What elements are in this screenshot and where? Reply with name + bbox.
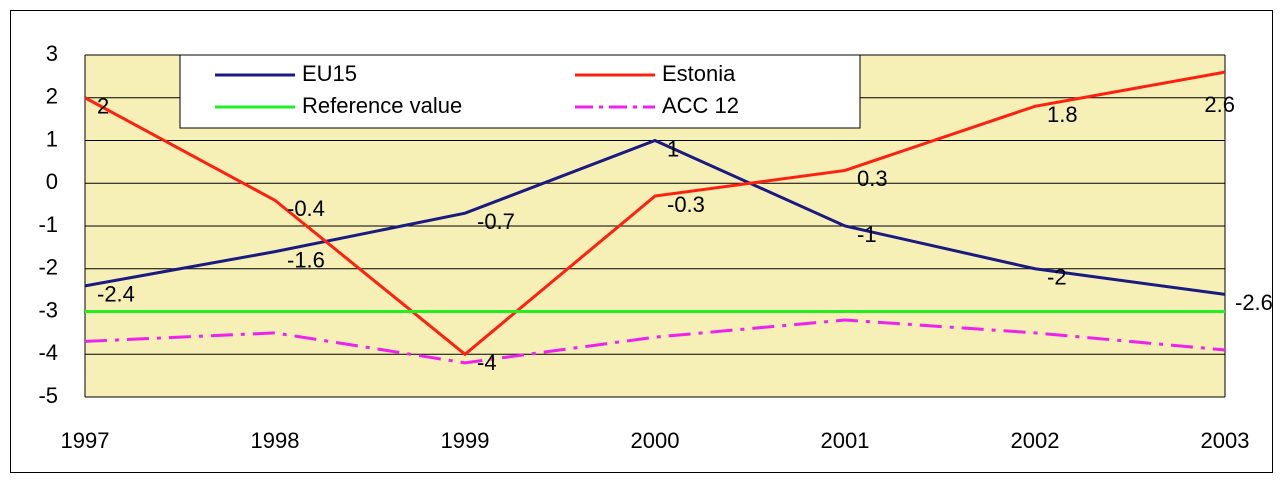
x-tick-label: 1998 (251, 428, 300, 453)
x-tick-label: 2003 (1201, 428, 1250, 453)
data-label: -2.6 (1235, 290, 1273, 315)
data-label: -1.6 (287, 247, 325, 272)
data-label: -0.7 (477, 209, 515, 234)
data-label: 1.8 (1047, 102, 1078, 127)
y-tick-label: 2 (46, 84, 58, 109)
legend-box (179, 54, 861, 129)
y-tick-label: -5 (38, 383, 58, 408)
series-line (84, 138, 1226, 296)
legend-label: Estonia (662, 61, 736, 86)
y-tick-label: -4 (38, 340, 58, 365)
data-label: 1 (667, 136, 679, 161)
series-line (84, 70, 1226, 357)
data-label: -2.4 (97, 282, 135, 307)
chart-border (10, 10, 1273, 473)
legend-label: Reference value (302, 93, 462, 118)
x-tick-label: 1997 (61, 428, 110, 453)
x-tick-label: 2000 (631, 428, 680, 453)
y-tick-label: 1 (46, 126, 58, 151)
data-label: 2.6 (1204, 92, 1235, 117)
data-label: -0.3 (667, 192, 705, 217)
data-label: -1 (857, 222, 877, 247)
legend-label: ACC 12 (662, 93, 739, 118)
series-line (84, 318, 1226, 365)
data-label: -2 (1047, 265, 1067, 290)
data-label: -0.4 (287, 196, 325, 221)
data-label: 2 (97, 94, 109, 119)
y-tick-label: -2 (38, 255, 58, 280)
legend-label: EU15 (302, 61, 357, 86)
x-tick-label: 2001 (821, 428, 870, 453)
y-tick-label: -3 (38, 297, 58, 322)
x-tick-label: 2002 (1011, 428, 1060, 453)
x-tick-label: 1999 (441, 428, 490, 453)
y-tick-label: 3 (46, 41, 58, 66)
data-label: -4 (477, 350, 497, 375)
y-tick-label: -1 (38, 212, 58, 237)
y-tick-label: 0 (46, 169, 58, 194)
data-label: 0.3 (857, 166, 888, 191)
